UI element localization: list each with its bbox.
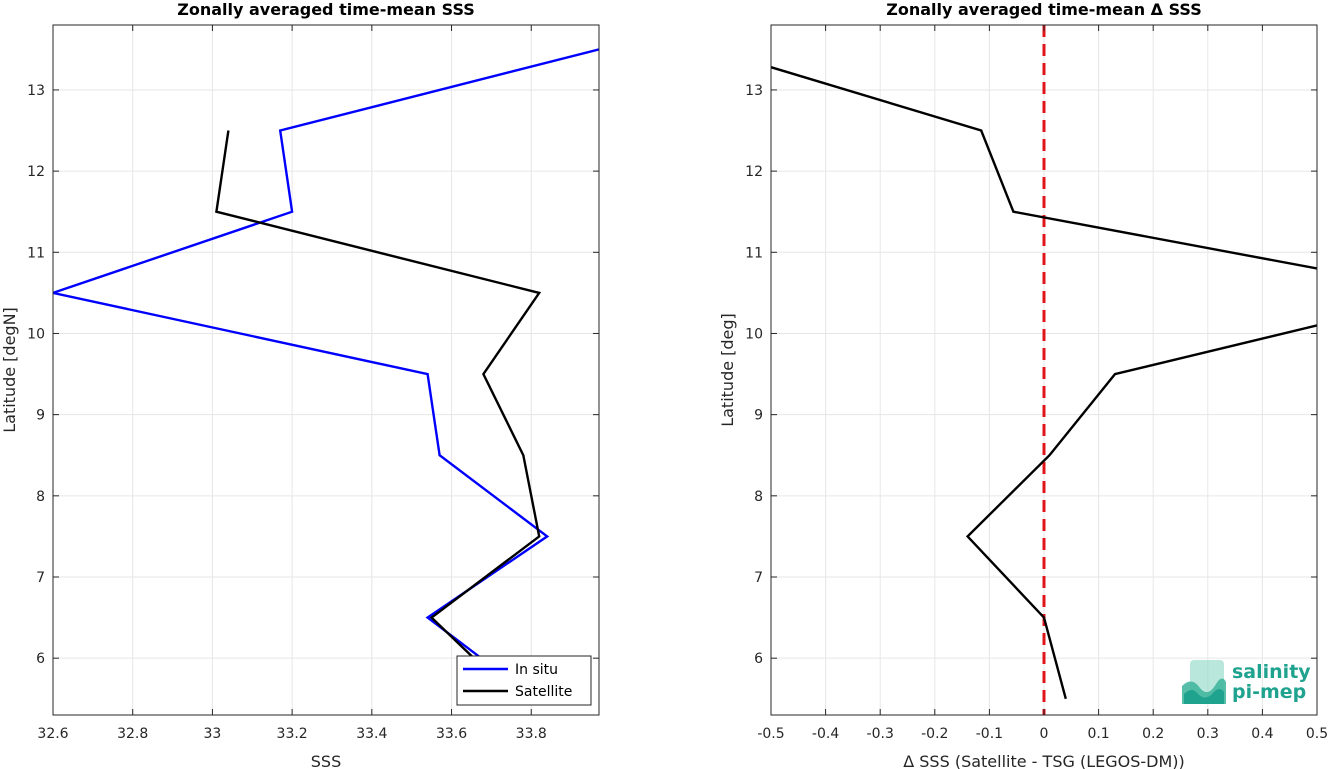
left-x-tick-label: 32.8 — [117, 726, 148, 742]
right-x-tick-label: 0.1 — [1087, 726, 1109, 742]
legend-label-satellite: Satellite — [515, 684, 572, 700]
logo-line2: pi-mep — [1232, 681, 1306, 703]
left-panel: 32.6 32.8 33 33.2 33.4 33.6 33.8 6 7 8 9 10 11 12 13 Z… — [0, 0, 600, 769]
left-chart-title: Zonally averaged time-mean SSS — [177, 0, 475, 19]
left-y-tick-label: 7 — [36, 570, 45, 586]
right-x-tick-label: 0.4 — [1251, 726, 1273, 742]
left-x-axis-label: SSS — [311, 752, 341, 769]
left-x-tick-label: 33.4 — [356, 726, 387, 742]
legend-label-in-situ: In situ — [515, 662, 558, 678]
left-x-tick-label: 33.8 — [516, 726, 547, 742]
legend-box — [456, 655, 592, 706]
right-y-tick-label: 7 — [754, 570, 763, 586]
left-x-tick-label: 32.6 — [37, 726, 68, 742]
left-y-tick-label: 13 — [27, 83, 45, 99]
right-x-tick-label: 0.5 — [1306, 726, 1328, 742]
left-y-axis-label: Latitude [degN] — [0, 307, 19, 433]
right-y-tick-label: 11 — [745, 245, 763, 261]
left-plot-area — [53, 25, 599, 715]
right-x-tick-label: -0.5 — [757, 726, 784, 742]
right-x-axis-label: Δ SSS (Satellite - TSG (LEGOS-DM)) — [903, 752, 1185, 769]
right-panel: -0.5 -0.4 -0.3 -0.2 -0.1 0 0.1 0.2 0.3 0.4 0.5 6 7 8 9… — [718, 0, 1328, 769]
right-series-line-1 — [771, 66, 1317, 270]
logo-line1: salinity — [1232, 661, 1311, 683]
right-y-tick-label: 8 — [754, 489, 763, 505]
right-x-tick-label: -0.4 — [812, 726, 839, 742]
left-x-tick-label: 33.6 — [436, 726, 467, 742]
left-y-tick-label: 12 — [27, 164, 45, 180]
left-y-tick-label: 8 — [36, 489, 45, 505]
right-series-line-0 — [965, 324, 1317, 700]
left-y-tick-label: 6 — [36, 651, 45, 667]
left-y-tick-label: 9 — [36, 408, 45, 424]
right-x-tick-label: -0.3 — [867, 726, 894, 742]
right-y-axis-label: Latitude [deg] — [718, 313, 737, 427]
right-x-tick-label: 0.2 — [1142, 726, 1164, 742]
right-x-tick-label: -0.1 — [976, 726, 1003, 742]
right-y-tick-label: 12 — [745, 164, 763, 180]
right-x-tick-label: 0.3 — [1197, 726, 1219, 742]
right-x-tick-label: 0 — [1040, 726, 1049, 742]
left-y-tick-label: 10 — [27, 326, 45, 342]
legend: In situ Satellite — [456, 655, 592, 706]
left-ticks: 32.6 32.8 33 33.2 33.4 33.6 33.8 6 7 8 9 10 11 12 13 — [27, 25, 599, 742]
right-x-tick-label: -0.2 — [921, 726, 948, 742]
right-series-group — [771, 25, 1317, 715]
left-series-satellite — [215, 130, 542, 661]
right-y-tick-label: 13 — [745, 83, 763, 99]
right-ticks: -0.5 -0.4 -0.3 -0.2 -0.1 0 0.1 0.2 0.3 0.4 0.5 6 7 8 9… — [745, 25, 1328, 742]
left-y-tick-label: 11 — [27, 245, 45, 261]
left-series-group — [53, 48, 599, 661]
right-y-tick-label: 9 — [754, 408, 763, 424]
right-y-tick-label: 10 — [745, 326, 763, 342]
salinity-pi-mep-logo: salinity pi-mep — [1182, 660, 1311, 704]
left-grid — [52, 25, 599, 715]
logo-wave-icon — [1182, 660, 1226, 704]
left-x-tick-label: 33 — [204, 726, 222, 742]
left-x-tick-label: 33.2 — [277, 726, 308, 742]
right-chart-title: Zonally averaged time-mean Δ SSS — [886, 0, 1202, 19]
left-axes-box — [52, 24, 600, 716]
right-y-tick-label: 6 — [754, 651, 763, 667]
